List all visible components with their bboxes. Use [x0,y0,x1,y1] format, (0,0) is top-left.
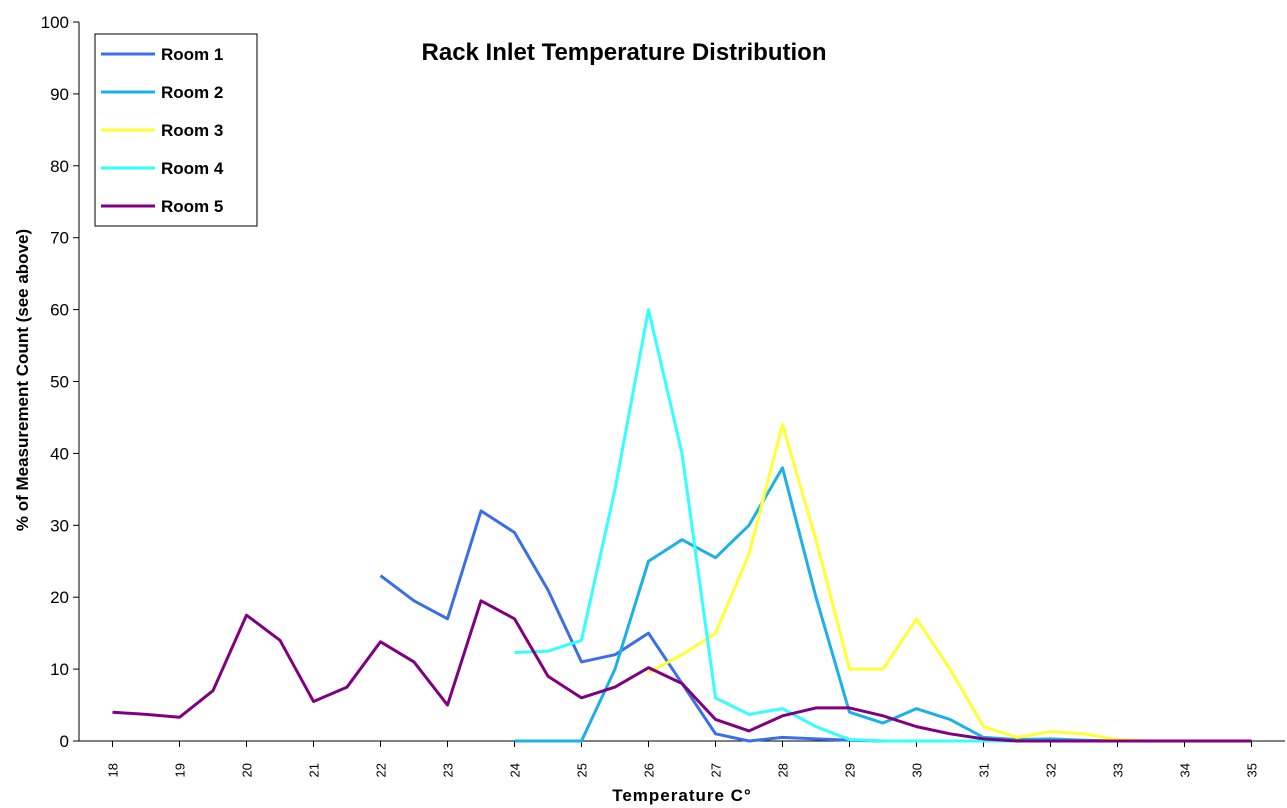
y-tick-label: 100 [41,13,69,32]
x-tick-label: 24 [508,763,523,777]
legend-label: Room 1 [161,45,223,64]
x-tick-label: 25 [575,763,590,777]
y-tick-label: 20 [50,588,69,607]
x-tick-label: 34 [1178,763,1193,777]
chart-title: Rack Inlet Temperature Distribution [422,39,827,66]
series-line [514,308,1252,743]
y-tick-label: 10 [50,660,69,679]
series-line [647,423,1252,743]
legend-label: Room 2 [161,83,223,102]
x-tick-label: 23 [441,763,456,777]
y-tick-label: 60 [50,301,69,320]
y-tick-label: 40 [50,444,69,463]
x-tick-label: 27 [709,763,724,777]
x-tick-label: 28 [776,763,791,777]
x-tick-label: 20 [240,763,255,777]
x-tick-label: 32 [1044,763,1059,777]
y-tick-label: 90 [50,85,69,104]
x-axis-label: Temperature C° [612,786,752,805]
x-tick-label: 19 [173,763,188,777]
y-tick-label: 70 [50,229,69,248]
series-line [514,466,1252,743]
x-tick-label: 31 [977,763,992,777]
x-tick-label: 26 [642,763,657,777]
x-tick-label: 30 [910,763,925,777]
x-tick-label: 33 [1111,763,1126,777]
x-tick-label: 22 [374,763,389,777]
legend-label: Room 3 [161,121,223,140]
legend-label: Room 4 [161,159,224,178]
y-axis-label: % of Measurement Count (see above) [13,229,32,531]
x-tick-label: 21 [307,763,322,777]
x-tick-label: 18 [106,763,121,777]
y-tick-label: 0 [60,732,69,751]
y-tick-label: 30 [50,516,69,535]
y-tick-label: 50 [50,373,69,392]
x-tick-label: 29 [843,763,858,777]
y-tick-label: 80 [50,157,69,176]
series-line [112,599,1252,743]
legend-label: Room 5 [161,197,223,216]
x-tick-label: 35 [1245,763,1260,777]
